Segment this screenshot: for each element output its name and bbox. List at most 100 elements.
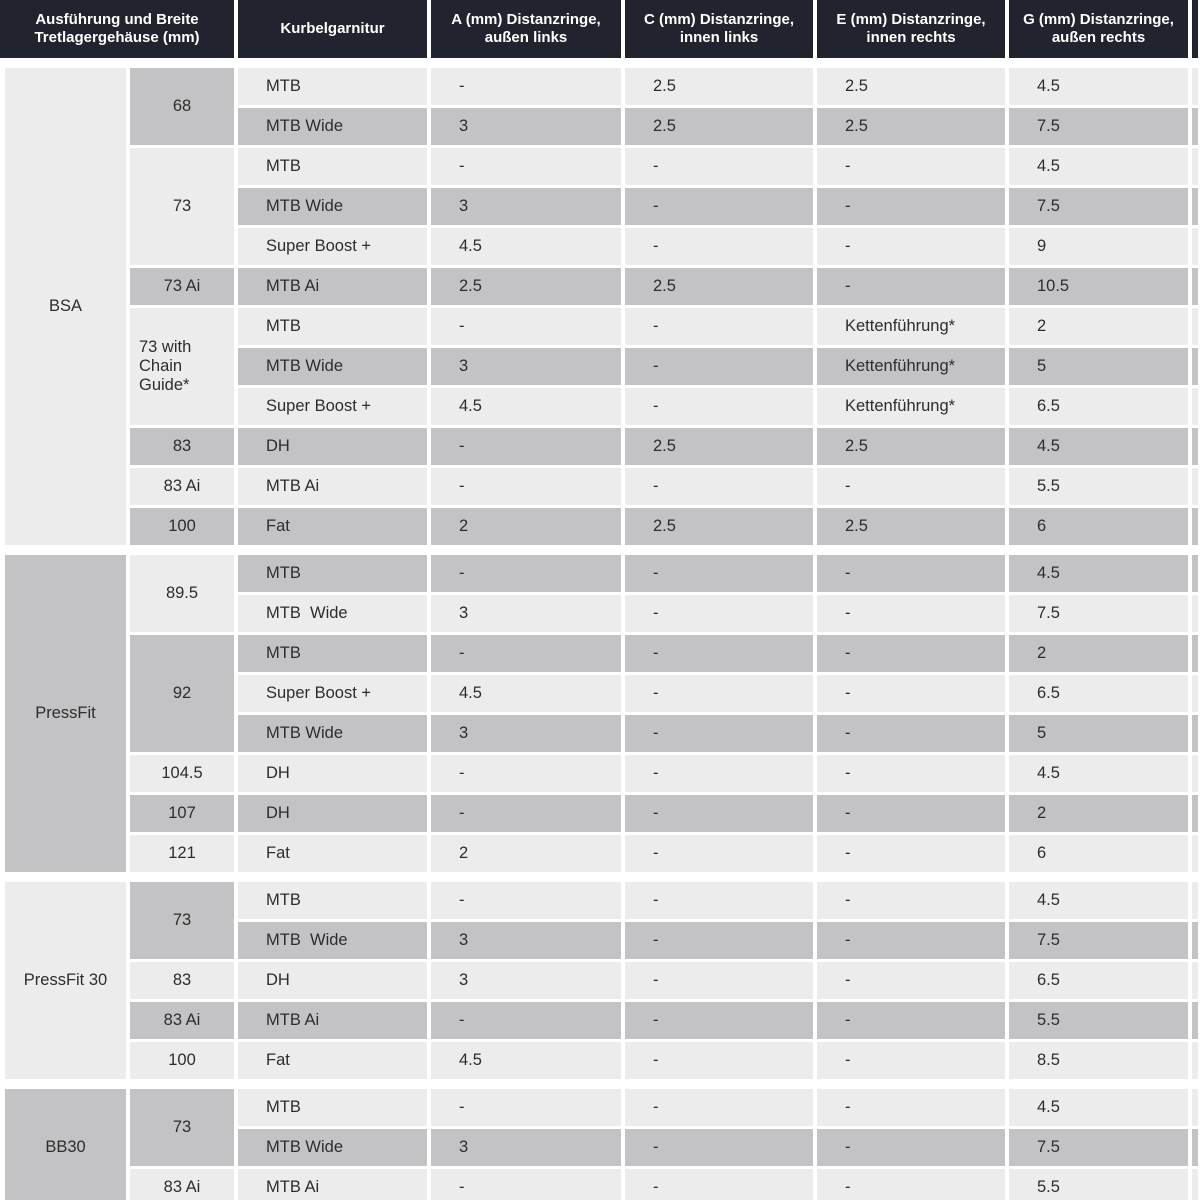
value-cell-a: 4.5: [431, 388, 621, 425]
value-cell-c: -: [625, 962, 813, 999]
row-cropped-edge: [1192, 882, 1198, 919]
row-cropped-edge: [1192, 795, 1198, 832]
row-cropped-edge: [1192, 1042, 1198, 1079]
crank-cell: MTB Ai: [238, 268, 427, 305]
value-cell-c: -: [625, 148, 813, 185]
row-cropped-edge: [1192, 595, 1198, 632]
crank-cell: Super Boost +: [238, 228, 427, 265]
value-cell-a: -: [431, 795, 621, 832]
value-cell-g: 5: [1009, 715, 1188, 752]
size-cell: 89.5: [130, 555, 234, 632]
crank-cell: MTB Wide: [238, 108, 427, 145]
value-cell-g: 5: [1009, 348, 1188, 385]
value-cell-g: 6.5: [1009, 962, 1188, 999]
value-cell-e: -: [817, 268, 1005, 305]
value-cell-a: 3: [431, 595, 621, 632]
value-cell-g: 7.5: [1009, 108, 1188, 145]
crank-cell: MTB Wide: [238, 715, 427, 752]
value-cell-e: -: [817, 962, 1005, 999]
size-cell: 73: [130, 1089, 234, 1166]
value-cell-a: 2: [431, 508, 621, 545]
value-cell-c: -: [625, 595, 813, 632]
size-cell: 83 Ai: [130, 1002, 234, 1039]
value-cell-c: 2.5: [625, 508, 813, 545]
value-cell-e: Kettenführung*: [817, 348, 1005, 385]
value-cell-e: -: [817, 755, 1005, 792]
value-cell-g: 2: [1009, 308, 1188, 345]
crank-cell: MTB Ai: [238, 1002, 427, 1039]
value-cell-g: 6: [1009, 835, 1188, 872]
row-cropped-edge: [1192, 188, 1198, 225]
crank-cell: MTB: [238, 68, 427, 105]
value-cell-c: 2.5: [625, 108, 813, 145]
value-cell-g: 8.5: [1009, 1042, 1188, 1079]
size-cell: 73 with Chain Guide*: [130, 308, 234, 425]
size-cell: 73: [130, 148, 234, 265]
row-cropped-edge: [1192, 348, 1198, 385]
crank-cell: Super Boost +: [238, 388, 427, 425]
value-cell-c: -: [625, 388, 813, 425]
row-cropped-edge: [1192, 1002, 1198, 1039]
size-cell: 73 Ai: [130, 268, 234, 305]
value-cell-g: 2: [1009, 635, 1188, 672]
value-cell-e: -: [817, 1089, 1005, 1126]
crank-cell: MTB: [238, 1089, 427, 1126]
header-cell-cropped-edge: [1192, 0, 1198, 58]
value-cell-a: -: [431, 428, 621, 465]
value-cell-g: 6: [1009, 508, 1188, 545]
value-cell-g: 4.5: [1009, 555, 1188, 592]
value-cell-a: -: [431, 1169, 621, 1200]
value-cell-g: 5.5: [1009, 1002, 1188, 1039]
value-cell-c: -: [625, 1169, 813, 1200]
crank-cell: MTB: [238, 882, 427, 919]
row-cropped-edge: [1192, 1129, 1198, 1166]
value-cell-a: -: [431, 635, 621, 672]
row-cropped-edge: [1192, 268, 1198, 305]
crank-cell: Super Boost +: [238, 675, 427, 712]
row-cropped-edge: [1192, 1169, 1198, 1200]
row-cropped-edge: [1192, 308, 1198, 345]
section-bsa: BSA 68 MTB -2.5 2.5 4.5 MTB Wide 3 2.5 2.5 7.5 73 MT…: [0, 68, 1198, 545]
row-cropped-edge: [1192, 108, 1198, 145]
section-bb30: BB30 73 MTB - - -4.5 MTB Wide 3- -7.5 83 Ai MTB Ai…: [0, 1089, 1198, 1200]
row-cropped-edge: [1192, 755, 1198, 792]
value-cell-a: -: [431, 755, 621, 792]
value-cell-e: -: [817, 1002, 1005, 1039]
value-cell-c: -: [625, 1002, 813, 1039]
value-cell-c: -: [625, 1129, 813, 1166]
value-cell-e: 2.5: [817, 428, 1005, 465]
value-cell-a: -: [431, 148, 621, 185]
size-cell: 104.5: [130, 755, 234, 792]
value-cell-e: -: [817, 228, 1005, 265]
size-cell: 83 Ai: [130, 1169, 234, 1200]
value-cell-c: -: [625, 348, 813, 385]
crank-cell: MTB Ai: [238, 1169, 427, 1200]
value-cell-c: -: [625, 1089, 813, 1126]
size-cell: 68: [130, 68, 234, 145]
value-cell-c: -: [625, 188, 813, 225]
value-cell-e: -: [817, 1169, 1005, 1200]
size-cell: 83: [130, 962, 234, 999]
crank-cell: MTB Wide: [238, 595, 427, 632]
value-cell-g: 7.5: [1009, 1129, 1188, 1166]
crank-cell: MTB: [238, 148, 427, 185]
value-cell-e: -: [817, 835, 1005, 872]
value-cell-c: 2.5: [625, 268, 813, 305]
table-header-row: Ausführung und Breite Tretlagergehäuse (…: [0, 0, 1198, 58]
size-cell: 100: [130, 508, 234, 545]
header-cell-e-mm: E (mm) Distanzringe, innen rechts: [817, 0, 1005, 58]
size-cell: 107: [130, 795, 234, 832]
value-cell-c: -: [625, 795, 813, 832]
row-cropped-edge: [1192, 468, 1198, 505]
crank-cell: Fat: [238, 508, 427, 545]
value-cell-c: -: [625, 675, 813, 712]
value-cell-g: 5.5: [1009, 468, 1188, 505]
value-cell-c: -: [625, 922, 813, 959]
header-cell-a-mm: A (mm) Distanzringe, außen links: [431, 0, 621, 58]
value-cell-e: -: [817, 1042, 1005, 1079]
row-cropped-edge: [1192, 68, 1198, 105]
crank-cell: MTB Wide: [238, 348, 427, 385]
value-cell-c: -: [625, 882, 813, 919]
value-cell-c: -: [625, 635, 813, 672]
value-cell-a: -: [431, 308, 621, 345]
